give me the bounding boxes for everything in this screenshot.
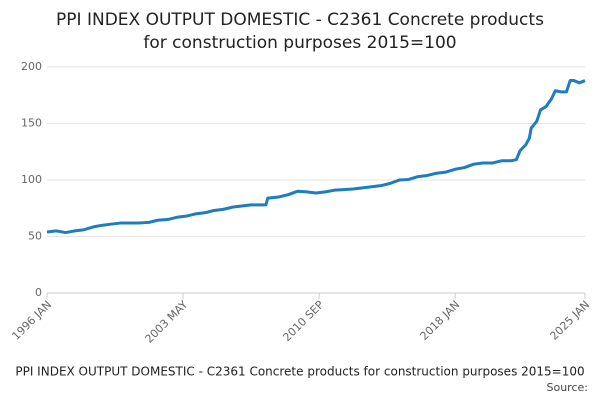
y-tick-label: 200 [21,60,42,73]
chart-title: PPI INDEX OUTPUT DOMESTIC - C2361 Concre… [56,10,544,30]
x-tick-label: 2003 MAY [143,298,191,346]
y-tick-label: 0 [35,286,42,299]
x-tick-label: 1996 JAN [9,298,54,343]
x-tick-label: 2025 JAN [547,298,592,343]
y-tick-label: 50 [28,230,42,243]
y-tick-label: 150 [21,117,42,130]
chart-title: for construction purposes 2015=100 [143,33,456,53]
source: Source: [547,381,589,394]
x-tick-label: 2010 SEP [280,298,326,344]
x-tick-label: 2018 JAN [418,298,463,343]
line [46,79,586,235]
footer: PPI INDEX OUTPUT DOMESTIC - C2361 Concre… [15,365,584,379]
y-tick-label: 100 [21,173,42,186]
